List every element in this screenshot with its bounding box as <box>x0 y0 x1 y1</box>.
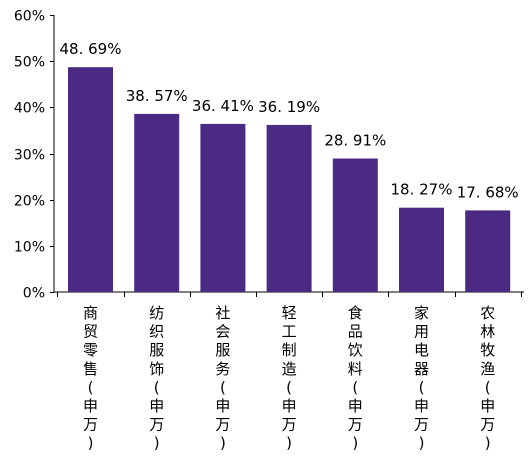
data-label-5: 28. 91% <box>324 132 386 150</box>
y-tick-label: 30% <box>14 148 45 164</box>
category-label-7: 农林牧渔(申万) <box>480 304 495 452</box>
data-label-4: 36. 19% <box>258 98 320 116</box>
data-label-1: 48. 69% <box>60 40 122 58</box>
bar-2 <box>134 113 180 293</box>
bar-7 <box>465 210 511 292</box>
bar-4 <box>266 124 312 293</box>
category-label-4: 轻工制造(申万) <box>282 304 297 452</box>
bar-3 <box>200 123 246 293</box>
data-label-6: 18. 27% <box>391 181 453 199</box>
y-tick-label: 10% <box>14 240 45 256</box>
y-tick-label: 50% <box>14 55 45 71</box>
data-label-2: 38. 57% <box>126 87 188 105</box>
bar-5 <box>332 158 378 292</box>
category-label-1: 商贸零售(申万) <box>83 304 98 452</box>
category-label-3: 社会服务(申万) <box>215 304 230 452</box>
y-tick-label: 20% <box>14 194 45 210</box>
bar-1 <box>68 67 113 292</box>
y-tick-label: 0% <box>23 286 45 302</box>
category-label-2: 纺织服饰(申万) <box>149 304 164 452</box>
category-label-6: 家用电器(申万) <box>414 304 429 452</box>
category-label-5: 食品饮料(申万) <box>348 304 363 452</box>
data-label-3: 36. 41% <box>192 97 254 115</box>
bar-6 <box>399 207 444 292</box>
y-tick-label: 40% <box>14 101 45 117</box>
y-tick-label: 60% <box>14 9 45 25</box>
data-label-7: 17. 68% <box>457 183 519 201</box>
